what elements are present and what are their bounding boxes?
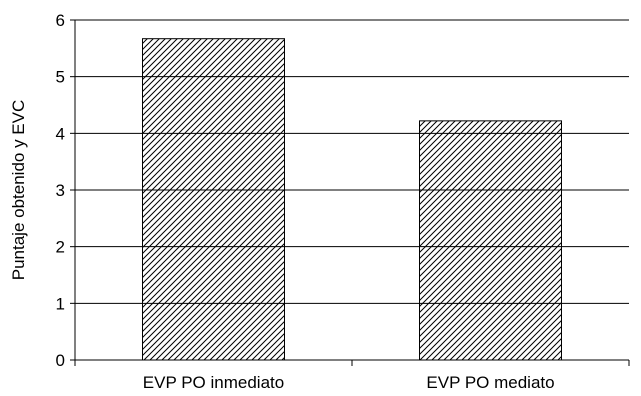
x-tick-label: EVP PO mediato [426,373,554,392]
x-tick-label: EVP PO inmediato [143,373,284,392]
axes [70,19,630,366]
bars [142,38,562,361]
y-tick-label: 5 [56,68,65,87]
bar [142,38,285,361]
y-axis-title: Puntaje obtenido y EVC [9,100,28,281]
y-tick-label: 2 [56,238,65,257]
y-tick-label: 3 [56,181,65,200]
bar [419,120,562,361]
y-tick-label: 6 [56,11,65,30]
y-tick-label: 4 [56,124,65,143]
labels: EVP PO inmediato EVP PO mediato 0 1 2 3 4 5 6 [56,11,555,392]
y-tick-label: 0 [56,351,65,370]
y-tick-label: 1 [56,294,65,313]
